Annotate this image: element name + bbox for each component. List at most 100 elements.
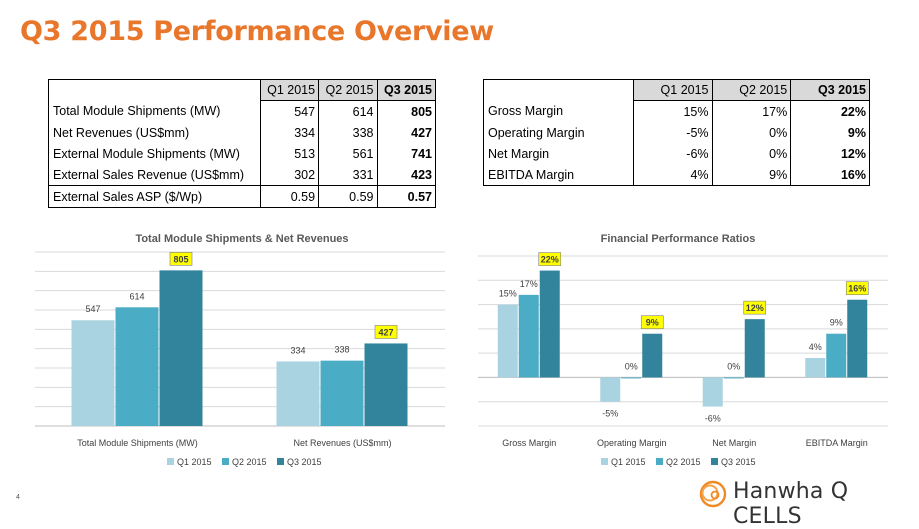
chart-title: Financial Performance Ratios [601,233,756,245]
bar [744,319,765,378]
logo-mark-icon [699,480,727,508]
data-label: 614 [129,291,144,301]
bar [364,343,408,426]
table-row: EBITDA Margin 4% 9% 16% [483,164,870,186]
bar [621,377,642,379]
bar [71,320,115,426]
data-label: 15% [499,289,517,299]
table-header-cell [48,79,261,101]
data-label: 9% [830,318,843,328]
legend-swatch [601,458,608,465]
table-row: Net Revenues (US$mm) 334 338 427 [48,122,437,143]
table-cell: 9% [711,164,792,186]
shipments-revenue-chart: Total Module Shipments & Net Revenues 547… [35,233,445,467]
table-cell: 427 [376,122,437,143]
table-row: External Sales Revenue (US$mm) 302 331 4… [48,164,437,186]
table-header-cell: Q3 2015 [790,79,870,101]
table-row: Operating Margin -5% 0% 9% [483,122,870,143]
page-number: 4 [16,494,20,501]
bar [497,304,518,378]
row-label: EBITDA Margin [483,164,634,186]
table-cell: 614 [318,100,378,122]
legend-swatch [277,458,284,465]
category-label: Net Revenues (US$mm) [293,438,391,448]
table-header-row: Q1 2015 Q2 2015 Q3 2015 [483,79,870,101]
bar [826,333,847,378]
bar [847,299,868,378]
bar [723,377,744,379]
data-label-highlight [845,281,869,296]
row-label: Net Revenues (US$mm) [48,122,261,143]
legend-swatch [222,458,229,465]
table-cell: 561 [318,143,378,164]
table-cell: 17% [711,100,792,122]
data-label: 547 [85,304,100,314]
category-label: Net Margin [712,438,756,448]
table-cell: 334 [259,122,320,143]
company-logo [699,480,727,508]
data-label-highlight [169,252,193,266]
data-label-highlight [538,252,562,266]
data-label: 22% [541,255,559,265]
bar [642,333,663,378]
page-title: Q3 2015 Performance Overview [20,16,494,47]
logo-text: Hanwha Q CELLS [733,479,849,529]
table-cell: -6% [632,143,713,164]
table-cell: 805 [376,100,437,122]
table-header-cell: Q1 2015 [632,79,713,101]
table-cell: 302 [259,164,320,186]
data-label-highlight [743,300,767,315]
table-header-cell [483,79,634,101]
shipments-revenue-table: Q1 2015 Q2 2015 Q3 2015 Total Module Shi… [48,79,437,208]
legend-label: Q2 2015 [232,457,267,467]
data-label: 9% [646,318,659,328]
bar [320,360,364,426]
category-label: Gross Margin [502,438,556,448]
data-label: 12% [746,303,764,313]
data-label: 427 [378,327,393,337]
table-cell: 741 [376,143,437,164]
bar [276,361,320,426]
table-header-cell: Q2 2015 [318,79,378,101]
table-header-cell: Q2 2015 [711,79,792,101]
table-cell: -5% [632,122,713,143]
category-label: Operating Margin [597,438,667,448]
row-label: Total Module Shipments (MW) [48,100,261,122]
table-row: Gross Margin 15% 17% 22% [483,100,870,122]
table-cell: 547 [259,100,320,122]
table-cell: 0.59 [318,185,378,208]
table-row: External Module Shipments (MW) 513 561 7… [48,143,437,164]
table-row: External Sales ASP ($/Wp) 0.59 0.59 0.57 [48,185,437,208]
table-header-row: Q1 2015 Q2 2015 Q3 2015 [48,79,437,101]
data-label: 805 [173,254,188,264]
table-cell: 9% [790,122,870,143]
table-cell: 0.59 [259,185,320,208]
data-label: 17% [520,279,538,289]
data-label-highlight [374,325,398,339]
table-cell: 423 [376,164,437,186]
table-cell: 338 [318,122,378,143]
legend-swatch [656,458,663,465]
row-label: External Module Shipments (MW) [48,143,261,164]
row-label: Net Margin [483,143,634,164]
legend-label: Q3 2015 [287,457,322,467]
data-label: 334 [290,345,305,355]
table-cell: 513 [259,143,320,164]
legend-label: Q2 2015 [666,457,701,467]
chart-title: Total Module Shipments & Net Revenues [135,233,348,245]
row-label: Operating Margin [483,122,634,143]
table-cell: 22% [790,100,870,122]
legend-label: Q1 2015 [177,457,212,467]
data-label: 4% [809,342,822,352]
category-label: Total Module Shipments (MW) [77,438,198,448]
table-header-cell: Q3 2015 [376,79,437,101]
table-row: Total Module Shipments (MW) 547 614 805 [48,100,437,122]
table-cell: 16% [790,164,870,186]
data-label-highlight [640,315,664,330]
table-cell: 0.57 [376,185,437,208]
category-label: EBITDA Margin [806,438,868,448]
margins-table: Q1 2015 Q2 2015 Q3 2015 Gross Margin 15%… [483,79,870,186]
data-label: 338 [334,345,349,355]
table-cell: 12% [790,143,870,164]
table-cell: 4% [632,164,713,186]
